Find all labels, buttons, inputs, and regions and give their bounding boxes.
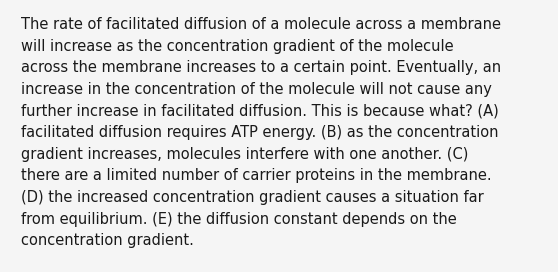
Text: The rate of facilitated diffusion of a molecule across a membrane
will increase : The rate of facilitated diffusion of a m…	[21, 17, 501, 248]
